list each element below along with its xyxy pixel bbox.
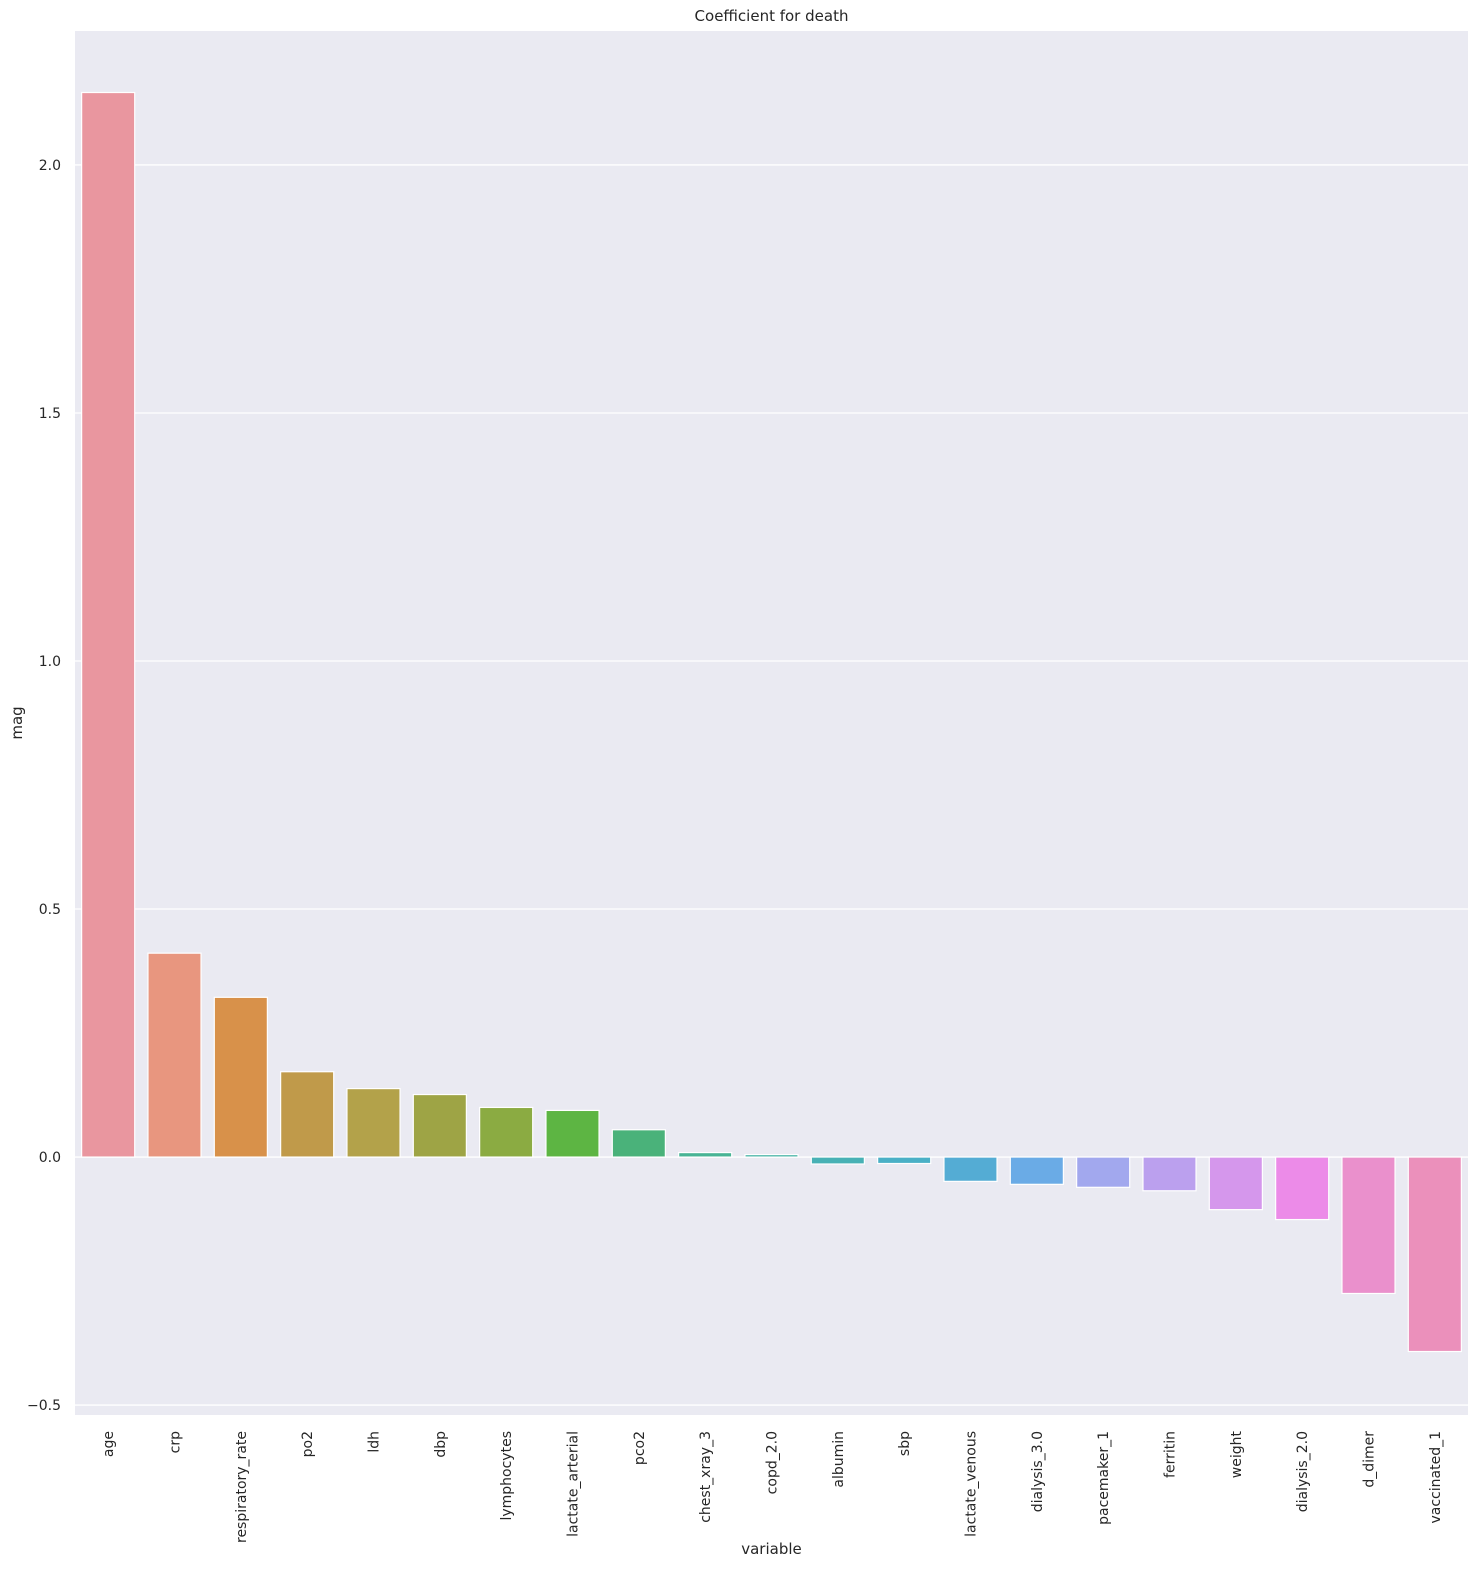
- bar-po2: [280, 1071, 335, 1158]
- y-tick-label: 0.0: [39, 1150, 61, 1166]
- bar-vaccinated-1: [1407, 1156, 1462, 1353]
- bar-lymphocytes: [479, 1106, 534, 1158]
- chart-title: Coefficient for death: [695, 7, 849, 25]
- x-tick-label: chest_xray_3: [698, 1431, 714, 1523]
- x-tick-label: weight: [1229, 1430, 1245, 1478]
- bar-weight: [1208, 1156, 1263, 1211]
- bar-sbp: [877, 1156, 932, 1165]
- x-tick-label: lactate_venous: [964, 1431, 980, 1537]
- bar-ferritin: [1142, 1156, 1197, 1192]
- bar-respiratory-rate: [213, 996, 268, 1158]
- x-tick-label: dbp: [433, 1431, 449, 1458]
- bars: [81, 91, 1462, 1353]
- x-tick-labels: age crp respiratory_rate po2 ldh dbp lymphocyt…: [101, 1430, 1444, 1543]
- bar-d-dimer: [1341, 1156, 1396, 1295]
- bar-pacemaker-1: [1076, 1156, 1131, 1188]
- x-tick-label: albumin: [831, 1431, 847, 1488]
- y-tick-label: −0.5: [27, 1398, 61, 1414]
- x-tick-label: d_dimer: [1362, 1431, 1378, 1488]
- y-tick-label: 1.0: [39, 654, 61, 670]
- x-tick-label: pacemaker_1: [1096, 1431, 1112, 1525]
- bar-albumin: [810, 1156, 865, 1165]
- y-tick-label: 1.5: [39, 406, 61, 422]
- bar-lactate-venous: [943, 1156, 998, 1182]
- x-tick-label: lactate_arterial: [566, 1431, 582, 1537]
- x-tick-label: ldh: [367, 1431, 383, 1453]
- x-tick-label: copd_2.0: [765, 1431, 781, 1494]
- bar-dialysis-3-0: [1009, 1156, 1064, 1185]
- x-tick-label: sbp: [897, 1431, 913, 1456]
- x-tick-label: pco2: [632, 1431, 648, 1465]
- x-tick-label: age: [101, 1431, 117, 1457]
- bar-dialysis-2-0: [1275, 1156, 1330, 1221]
- x-tick-label: respiratory_rate: [234, 1431, 250, 1543]
- y-tick-label: 0.5: [39, 902, 61, 918]
- bar-ldh: [346, 1087, 401, 1158]
- x-tick-label: ferritin: [1163, 1431, 1179, 1478]
- x-tick-label: dialysis_3.0: [1030, 1431, 1046, 1512]
- x-tick-label: lymphocytes: [499, 1431, 515, 1521]
- x-tick-label: crp: [168, 1431, 184, 1453]
- bar-dbp: [412, 1093, 467, 1158]
- y-axis-label: mag: [8, 706, 26, 739]
- bar-chest-xray-3: [678, 1151, 733, 1158]
- bar-pco2: [611, 1129, 666, 1158]
- bar-lactate-arterial: [545, 1109, 600, 1158]
- y-tick-label: 2.0: [39, 158, 61, 174]
- x-tick-label: po2: [300, 1431, 316, 1457]
- bar-crp: [147, 952, 202, 1158]
- y-tick-labels: −0.5 0.0 0.5 1.0 1.5 2.0: [27, 158, 61, 1414]
- bar-age: [81, 91, 136, 1158]
- x-tick-label: dialysis_2.0: [1295, 1431, 1311, 1512]
- x-tick-label: vaccinated_1: [1428, 1431, 1444, 1524]
- x-axis-label: variable: [741, 1540, 802, 1558]
- bar-copd-2-0: [744, 1153, 799, 1158]
